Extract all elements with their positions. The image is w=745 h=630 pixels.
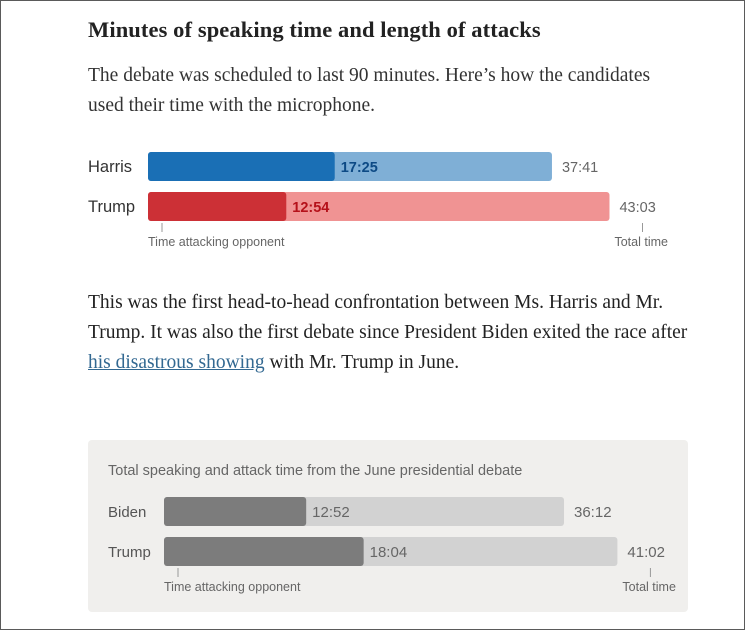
category-label-trump: Trump bbox=[108, 544, 151, 561]
total-time-label-trump: 43:03 bbox=[619, 200, 655, 216]
attack-axis-label: Time attacking opponent bbox=[148, 235, 285, 249]
june-debate-chart: Total speaking and attack time from the … bbox=[108, 463, 676, 594]
chart-subtitle: Total speaking and attack time from the … bbox=[108, 463, 522, 479]
attack-time-bar-biden bbox=[164, 497, 307, 526]
body-text-before-link: This was the first head-to-head confront… bbox=[88, 292, 688, 343]
june-debate-chart-panel: Total speaking and attack time from the … bbox=[88, 440, 688, 612]
disastrous-showing-link[interactable]: his disastrous showing bbox=[88, 352, 265, 373]
body-text-after-link: with Mr. Trump in June. bbox=[264, 352, 460, 373]
attack-time-label-harris: 17:25 bbox=[341, 160, 378, 176]
total-axis-label: Total time bbox=[622, 580, 676, 594]
chart-headline: Minutes of speaking time and length of a… bbox=[88, 17, 541, 42]
total-time-label-trump: 41:02 bbox=[627, 544, 665, 561]
attack-time-bar-harris bbox=[148, 152, 335, 181]
attack-time-label-biden: 12:52 bbox=[312, 504, 350, 521]
attack-time-bar-trump bbox=[148, 192, 287, 221]
speaking-time-chart: Harris 17:25 37:41 Trump 12:54 43:03 Time atta… bbox=[88, 152, 668, 249]
attack-time-bar-trump bbox=[164, 537, 364, 566]
attack-time-label-trump: 12:54 bbox=[292, 200, 329, 216]
attack-axis-label: Time attacking opponent bbox=[164, 580, 301, 594]
chart-subhead: The debate was scheduled to last 90 minu… bbox=[88, 65, 651, 116]
total-time-label-biden: 36:12 bbox=[574, 504, 612, 521]
category-label-biden: Biden bbox=[108, 504, 146, 521]
category-label-trump: Trump bbox=[88, 198, 135, 216]
total-axis-label: Total time bbox=[614, 235, 668, 249]
attack-time-label-trump: 18:04 bbox=[370, 544, 408, 561]
total-time-label-harris: 37:41 bbox=[562, 160, 598, 176]
category-label-harris: Harris bbox=[88, 158, 132, 176]
body-paragraph: This was the first head-to-head confront… bbox=[88, 288, 688, 378]
